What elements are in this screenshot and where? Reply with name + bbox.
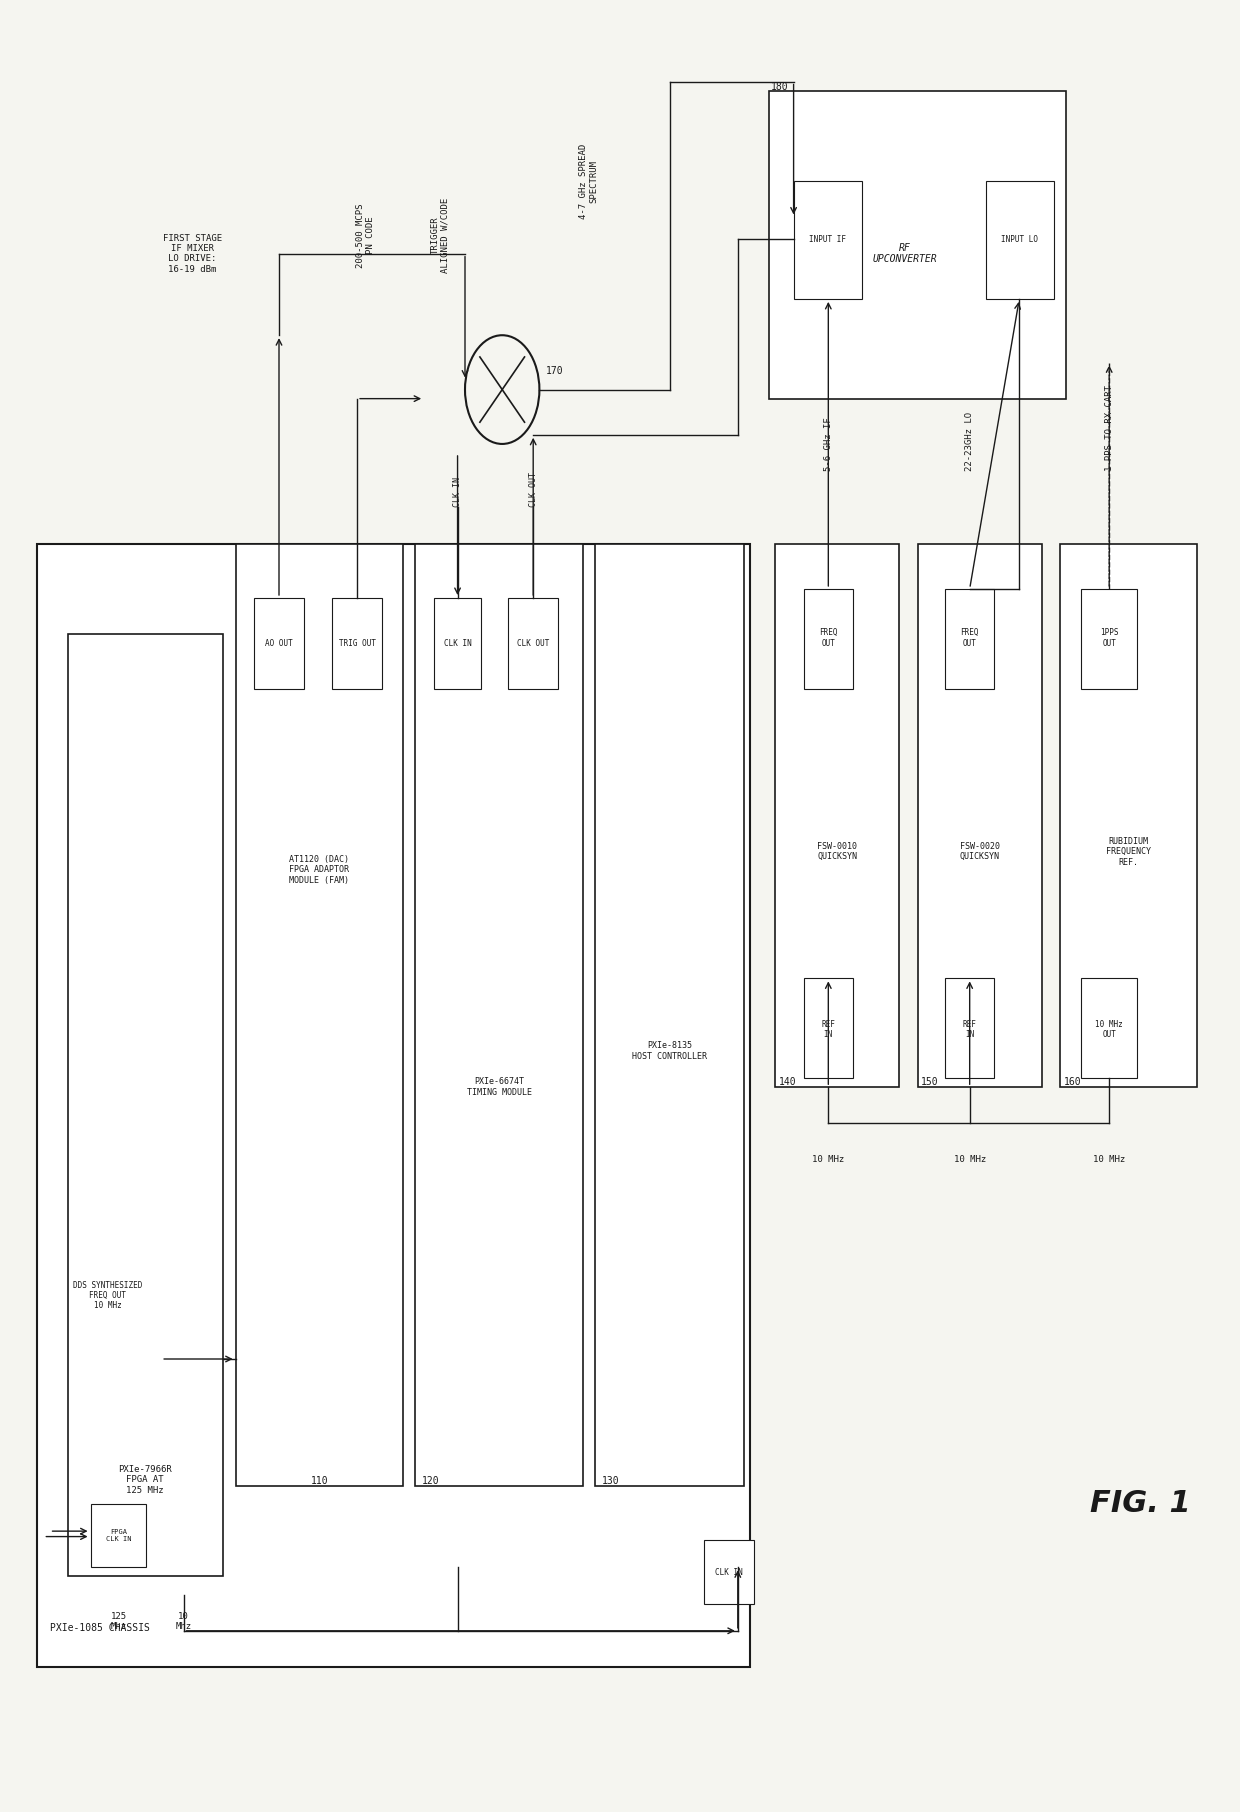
Text: CLK IN: CLK IN: [444, 640, 471, 647]
Text: 22-23GHz LO: 22-23GHz LO: [965, 411, 975, 471]
Text: RUBIDIUM
FREQUENCY
REF.: RUBIDIUM FREQUENCY REF.: [1106, 837, 1151, 866]
Text: 180: 180: [771, 82, 789, 92]
Text: INPUT IF: INPUT IF: [810, 236, 846, 243]
Text: FIRST STAGE
IF MIXER
LO DRIVE:
16-19 dBm: FIRST STAGE IF MIXER LO DRIVE: 16-19 dBm: [162, 234, 222, 274]
Text: 1 PPS TO RX CART: 1 PPS TO RX CART: [1105, 386, 1114, 471]
Text: CLK IN: CLK IN: [715, 1569, 743, 1576]
FancyBboxPatch shape: [1060, 544, 1197, 1087]
FancyBboxPatch shape: [91, 1504, 146, 1567]
Text: CLK OUT: CLK OUT: [528, 473, 538, 507]
Text: PXIe-1085 CHASSIS: PXIe-1085 CHASSIS: [50, 1624, 150, 1633]
FancyBboxPatch shape: [918, 544, 1042, 1087]
Text: REF
IN: REF IN: [821, 1020, 836, 1038]
Text: FPGA
CLK IN: FPGA CLK IN: [107, 1529, 131, 1542]
Text: PXIe-6674T
TIMING MODULE: PXIe-6674T TIMING MODULE: [466, 1078, 532, 1096]
FancyBboxPatch shape: [986, 181, 1054, 299]
Text: 10 MHz
OUT: 10 MHz OUT: [1095, 1020, 1123, 1038]
Text: TRIG OUT: TRIG OUT: [339, 640, 376, 647]
Text: FREQ
OUT: FREQ OUT: [820, 629, 837, 647]
FancyBboxPatch shape: [332, 598, 382, 689]
Text: DDS SYNTHESIZED
FREQ OUT
10 MHz: DDS SYNTHESIZED FREQ OUT 10 MHz: [73, 1281, 143, 1310]
Text: 150: 150: [921, 1076, 939, 1087]
FancyBboxPatch shape: [236, 544, 403, 1486]
FancyBboxPatch shape: [804, 589, 853, 689]
FancyBboxPatch shape: [415, 544, 583, 1486]
Text: 140: 140: [779, 1076, 796, 1087]
Text: FREQ
OUT: FREQ OUT: [961, 629, 978, 647]
Text: 10
Mhz: 10 Mhz: [175, 1613, 192, 1631]
FancyBboxPatch shape: [945, 978, 994, 1078]
Text: INPUT LO: INPUT LO: [1002, 236, 1038, 243]
FancyBboxPatch shape: [68, 634, 223, 1576]
FancyBboxPatch shape: [254, 598, 304, 689]
Text: PXIe-7966R
FPGA AT
125 MHz: PXIe-7966R FPGA AT 125 MHz: [118, 1466, 172, 1495]
FancyBboxPatch shape: [804, 978, 853, 1078]
Text: 170: 170: [546, 366, 563, 377]
Text: 120: 120: [422, 1475, 439, 1486]
FancyBboxPatch shape: [1081, 978, 1137, 1078]
FancyBboxPatch shape: [794, 181, 862, 299]
Text: TRIGGER
ALIGNED W/CODE: TRIGGER ALIGNED W/CODE: [430, 198, 450, 274]
Text: 10 MHz: 10 MHz: [954, 1156, 986, 1163]
FancyBboxPatch shape: [37, 544, 750, 1667]
FancyBboxPatch shape: [508, 598, 558, 689]
FancyBboxPatch shape: [595, 544, 744, 1486]
Text: AO OUT: AO OUT: [265, 640, 293, 647]
Text: AT1120 (DAC)
FPGA ADAPTOR
MODULE (FAM): AT1120 (DAC) FPGA ADAPTOR MODULE (FAM): [289, 855, 350, 884]
Text: 10 MHz: 10 MHz: [1092, 1156, 1126, 1163]
FancyBboxPatch shape: [434, 598, 481, 689]
Text: RF
UPCONVERTER: RF UPCONVERTER: [873, 243, 937, 265]
Text: FIG. 1: FIG. 1: [1090, 1489, 1192, 1518]
Text: 110: 110: [310, 1475, 329, 1486]
Text: 5-6 GHz IF: 5-6 GHz IF: [823, 417, 833, 471]
Text: 200-500 MCPS
PN CODE: 200-500 MCPS PN CODE: [356, 203, 376, 268]
FancyBboxPatch shape: [775, 544, 899, 1087]
Text: 160: 160: [1064, 1076, 1081, 1087]
Text: FSW-0020
QUICKSYN: FSW-0020 QUICKSYN: [960, 843, 999, 861]
Text: 10 MHz: 10 MHz: [812, 1156, 844, 1163]
Text: 130: 130: [601, 1475, 619, 1486]
FancyBboxPatch shape: [945, 589, 994, 689]
Text: FSW-0010
QUICKSYN: FSW-0010 QUICKSYN: [817, 843, 857, 861]
Text: 4-7 GHz SPREAD
SPECTRUM: 4-7 GHz SPREAD SPECTRUM: [579, 143, 599, 219]
Text: REF
IN: REF IN: [962, 1020, 977, 1038]
Text: CLK IN: CLK IN: [453, 477, 463, 507]
FancyBboxPatch shape: [1081, 589, 1137, 689]
Text: PXIe-8135
HOST CONTROLLER: PXIe-8135 HOST CONTROLLER: [632, 1042, 707, 1060]
FancyBboxPatch shape: [769, 91, 1066, 399]
FancyBboxPatch shape: [704, 1540, 754, 1604]
Text: 1PPS
OUT: 1PPS OUT: [1100, 629, 1118, 647]
Text: CLK OUT: CLK OUT: [517, 640, 549, 647]
Text: 125
Mhz: 125 Mhz: [110, 1613, 128, 1631]
